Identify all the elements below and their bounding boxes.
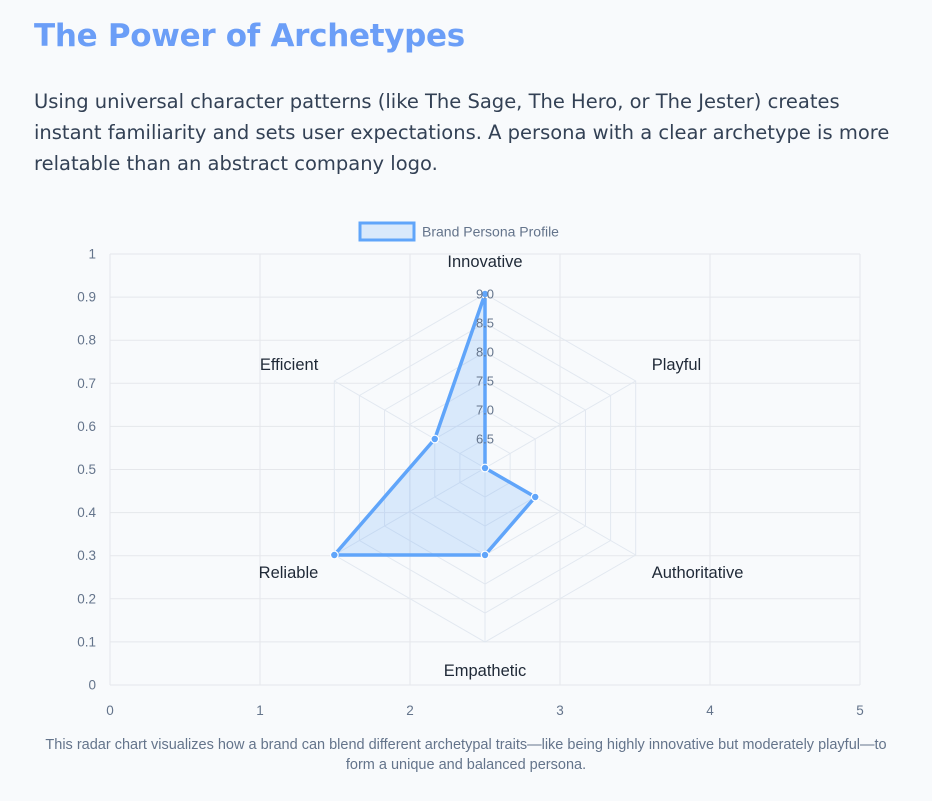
chart-legend[interactable]: Brand Persona Profile (358, 221, 559, 242)
y-tick-label: 0.7 (77, 376, 96, 391)
radar-axis-labels: Innovative Playful Authoritative Empathetic… (259, 253, 744, 680)
radar-tick-label: 7.5 (476, 374, 494, 389)
x-tick-label: 1 (256, 703, 264, 718)
y-tick-label: 0.2 (77, 591, 96, 606)
radar-tick-label: 7.0 (476, 403, 494, 418)
page-title: The Power of Archetypes (34, 18, 465, 54)
radar-axis-label: Efficient (260, 356, 319, 374)
y-tick-label: 1 (88, 247, 96, 262)
radar-data-point[interactable] (480, 289, 490, 299)
intro-paragraph: Using universal character patterns (like… (34, 90, 890, 175)
radar-tick-label: 6.5 (476, 432, 494, 447)
y-tick-label: 0.1 (77, 634, 96, 649)
radar-axis-label: Playful (652, 356, 702, 374)
y-tick-label: 0.6 (77, 419, 96, 434)
radar-tick-label: 8.0 (476, 345, 494, 360)
radar-axis-label: Authoritative (652, 564, 744, 582)
chart-caption: This radar chart visualizes how a brand … (45, 737, 887, 773)
y-tick-label: 0.5 (77, 462, 96, 477)
radar-axis-label: Innovative (447, 253, 522, 271)
radar-data-point[interactable] (480, 550, 490, 560)
x-tick-label: 4 (706, 703, 714, 718)
x-tick-label: 3 (556, 703, 564, 718)
radar-spoke (334, 380, 486, 469)
y-tick-label: 0 (88, 678, 96, 693)
legend-swatch (358, 221, 416, 242)
x-tick-label: 0 (106, 703, 114, 718)
y-tick-label: 0.3 (77, 548, 96, 563)
radar-axis-label: Empathetic (444, 662, 527, 680)
radar-tick-label: 8.5 (476, 316, 494, 331)
legend-label: Brand Persona Profile (422, 224, 559, 240)
x-tick-label: 5 (856, 703, 864, 718)
y-tick-label: 0.9 (77, 290, 96, 305)
radar-data-point[interactable] (480, 463, 490, 473)
y-tick-label: 0.8 (77, 333, 96, 348)
radar-axis-label: Reliable (259, 564, 319, 582)
radar-data-point[interactable] (430, 434, 440, 444)
radar-spoke (484, 380, 636, 469)
radar-spoke (334, 467, 486, 556)
y-tick-label: 0.4 (77, 505, 96, 520)
radar-tick-labels: 6.5 7.0 7.5 8.0 8.5 9.0 (476, 287, 494, 447)
radar-data-point[interactable] (530, 492, 540, 502)
radar-tick-label: 9.0 (476, 287, 494, 302)
radar-data-point[interactable] (329, 550, 339, 560)
radar-series (329, 289, 540, 560)
x-tick-label: 2 (406, 703, 414, 718)
radar-series-area (330, 293, 538, 557)
